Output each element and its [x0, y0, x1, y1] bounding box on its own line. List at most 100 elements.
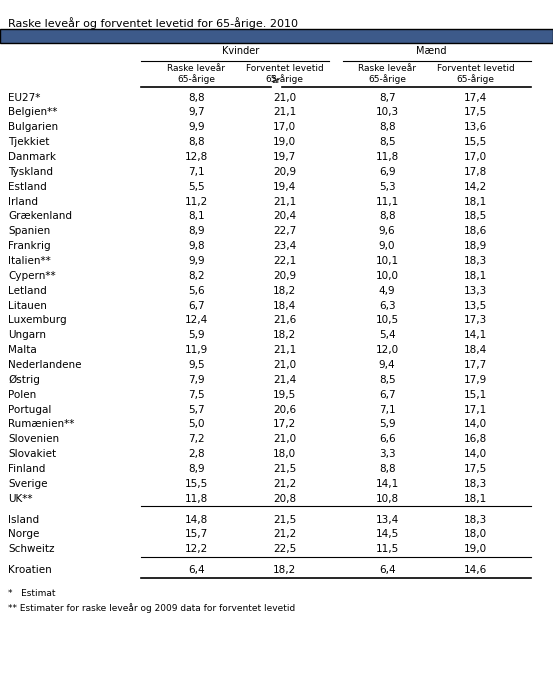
Text: 12,2: 12,2 [185, 545, 208, 554]
Text: 14,0: 14,0 [464, 449, 487, 459]
Text: 8,8: 8,8 [188, 93, 205, 102]
Text: Italien**: Italien** [8, 256, 51, 266]
Text: 5,0: 5,0 [188, 419, 205, 429]
Text: 18,9: 18,9 [464, 241, 487, 251]
Text: Schweitz: Schweitz [8, 545, 55, 554]
Text: Spanien: Spanien [8, 226, 50, 236]
Text: 18,4: 18,4 [273, 301, 296, 310]
Text: 13,3: 13,3 [464, 285, 487, 296]
Text: 7,2: 7,2 [188, 434, 205, 444]
Text: 19,5: 19,5 [273, 390, 296, 399]
Text: 10,1: 10,1 [375, 256, 399, 266]
Text: 18,6: 18,6 [464, 226, 487, 236]
Text: 17,4: 17,4 [464, 93, 487, 102]
Text: 20,8: 20,8 [273, 493, 296, 504]
Text: 13,4: 13,4 [375, 515, 399, 524]
Text: 18,5: 18,5 [464, 211, 487, 221]
Text: Frankrig: Frankrig [8, 241, 51, 251]
Text: 14,0: 14,0 [464, 419, 487, 429]
Text: år: år [272, 76, 281, 85]
Text: 17,9: 17,9 [464, 375, 487, 385]
Text: 10,5: 10,5 [375, 315, 399, 325]
Text: 15,7: 15,7 [185, 529, 208, 540]
Text: 17,7: 17,7 [464, 360, 487, 370]
Text: 18,3: 18,3 [464, 515, 487, 524]
Text: Kroatien: Kroatien [8, 565, 52, 575]
Text: 6,6: 6,6 [379, 434, 395, 444]
Text: Polen: Polen [8, 390, 36, 399]
Text: Malta: Malta [8, 345, 37, 355]
Text: 22,1: 22,1 [273, 256, 296, 266]
Text: Sverige: Sverige [8, 479, 48, 489]
Text: 11,8: 11,8 [185, 493, 208, 504]
Text: 7,1: 7,1 [379, 404, 395, 415]
Text: Letland: Letland [8, 285, 47, 296]
Text: 5,6: 5,6 [188, 285, 205, 296]
Text: 10,0: 10,0 [375, 271, 399, 281]
Text: 9,9: 9,9 [188, 256, 205, 266]
Text: Raske leveår
65-årige: Raske leveår 65-årige [358, 64, 416, 84]
Text: Litauen: Litauen [8, 301, 47, 310]
Text: 21,1: 21,1 [273, 196, 296, 207]
Text: 17,2: 17,2 [273, 419, 296, 429]
Text: 7,1: 7,1 [188, 167, 205, 177]
Text: Belgien**: Belgien** [8, 108, 58, 117]
Text: 9,5: 9,5 [188, 360, 205, 370]
Text: 8,5: 8,5 [379, 375, 395, 385]
Text: 21,1: 21,1 [273, 345, 296, 355]
Text: 23,4: 23,4 [273, 241, 296, 251]
Text: 14,1: 14,1 [375, 479, 399, 489]
Text: 17,5: 17,5 [464, 464, 487, 474]
Text: Forventet levetid
65-årige: Forventet levetid 65-årige [246, 64, 324, 84]
Text: 6,7: 6,7 [188, 301, 205, 310]
Text: 14,5: 14,5 [375, 529, 399, 540]
Text: 19,0: 19,0 [273, 137, 296, 147]
Text: 20,6: 20,6 [273, 404, 296, 415]
Text: 12,4: 12,4 [185, 315, 208, 325]
Text: Bulgarien: Bulgarien [8, 122, 59, 132]
Text: 21,4: 21,4 [273, 375, 296, 385]
Text: 18,0: 18,0 [464, 529, 487, 540]
Text: 18,2: 18,2 [273, 285, 296, 296]
Text: 21,5: 21,5 [273, 515, 296, 524]
Text: 8,2: 8,2 [188, 271, 205, 281]
Text: 11,5: 11,5 [375, 545, 399, 554]
Text: Danmark: Danmark [8, 152, 56, 162]
Text: 6,7: 6,7 [379, 390, 395, 399]
Text: 17,0: 17,0 [464, 152, 487, 162]
Text: 9,4: 9,4 [379, 360, 395, 370]
Text: 12,8: 12,8 [185, 152, 208, 162]
Text: Raske leveår
65-årige: Raske leveår 65-årige [168, 64, 225, 84]
Text: 15,5: 15,5 [464, 137, 487, 147]
Text: 21,5: 21,5 [273, 464, 296, 474]
Text: 6,3: 6,3 [379, 301, 395, 310]
Text: 13,5: 13,5 [464, 301, 487, 310]
Text: 7,5: 7,5 [188, 390, 205, 399]
Text: 11,9: 11,9 [185, 345, 208, 355]
Text: Slovakiet: Slovakiet [8, 449, 56, 459]
Text: 18,4: 18,4 [464, 345, 487, 355]
Text: 21,2: 21,2 [273, 529, 296, 540]
Text: 5,7: 5,7 [188, 404, 205, 415]
Text: 14,6: 14,6 [464, 565, 487, 575]
Text: Grækenland: Grækenland [8, 211, 72, 221]
Text: EU27*: EU27* [8, 93, 41, 102]
Text: 6,4: 6,4 [379, 565, 395, 575]
Text: 7,9: 7,9 [188, 375, 205, 385]
Text: 5,3: 5,3 [379, 182, 395, 191]
Text: 9,6: 9,6 [379, 226, 395, 236]
Text: Raske leveår og forventet levetid for 65-årige. 2010: Raske leveår og forventet levetid for 65… [8, 17, 298, 29]
Text: 20,4: 20,4 [273, 211, 296, 221]
Text: 18,0: 18,0 [273, 449, 296, 459]
Text: 2,8: 2,8 [188, 449, 205, 459]
Text: Portugal: Portugal [8, 404, 51, 415]
Text: 8,8: 8,8 [379, 122, 395, 132]
Text: Cypern**: Cypern** [8, 271, 56, 281]
Text: Rumænien**: Rumænien** [8, 419, 75, 429]
Text: 8,8: 8,8 [379, 464, 395, 474]
Text: 18,3: 18,3 [464, 256, 487, 266]
Text: 5,9: 5,9 [188, 330, 205, 340]
Text: 18,3: 18,3 [464, 479, 487, 489]
Text: 18,2: 18,2 [273, 330, 296, 340]
Text: 20,9: 20,9 [273, 271, 296, 281]
